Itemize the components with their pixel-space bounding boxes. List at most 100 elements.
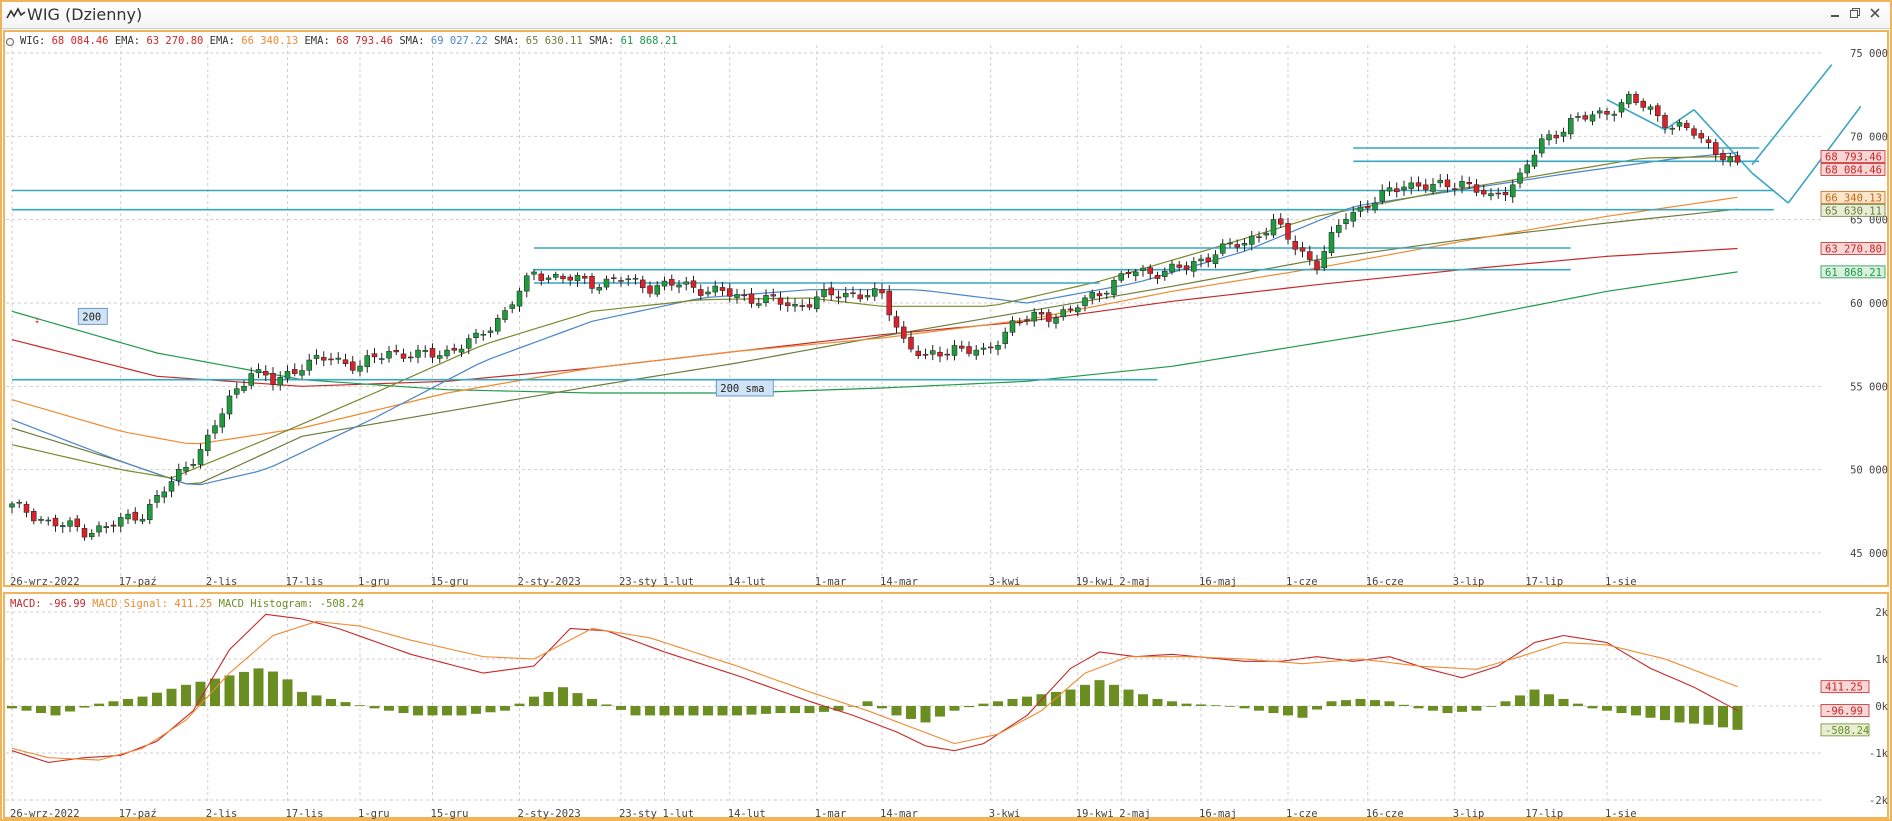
candle [1452, 182, 1458, 196]
candle [712, 280, 718, 297]
candle-body [1133, 271, 1139, 277]
candle [292, 363, 298, 377]
histogram-bar [1384, 701, 1395, 706]
candle-body [1473, 184, 1480, 193]
macd-tag-text: -508.24 [1825, 725, 1869, 737]
candle-body [458, 348, 465, 353]
candle-body [632, 278, 639, 280]
restore-button[interactable] [1848, 7, 1862, 21]
macd-tag-box [1820, 704, 1870, 717]
candle-body [1517, 172, 1523, 184]
y-tick-label: -2k [1869, 795, 1889, 807]
candle [582, 273, 588, 285]
candle-body [1227, 242, 1233, 245]
candle [611, 274, 617, 283]
candle [763, 289, 769, 307]
candle-body [1328, 232, 1335, 254]
candle [850, 286, 856, 298]
candle [1734, 151, 1741, 166]
x-tick-label: 3-kwi [989, 576, 1021, 588]
trendline [1693, 109, 1753, 174]
panel-border [3, 592, 1889, 819]
candle-body [1314, 260, 1320, 271]
candle [393, 344, 399, 355]
x-tick-label: 17-lis [286, 576, 324, 588]
candle [67, 517, 73, 533]
candle-body [1575, 116, 1581, 118]
price-tag: 61 868.21 [1820, 265, 1886, 279]
candle-body [901, 326, 907, 339]
candle-body [524, 275, 530, 292]
candle [538, 271, 544, 286]
histogram-bar [1718, 706, 1728, 728]
candle-body [1191, 261, 1197, 272]
candle-body [400, 353, 407, 359]
candle-body [1067, 308, 1074, 311]
candle-body [973, 349, 979, 356]
x-tick-label: 19-kwi [1076, 576, 1114, 588]
candle-body [828, 287, 834, 296]
candle [1336, 219, 1342, 238]
candle-body [676, 284, 682, 288]
candle-body [321, 357, 327, 361]
x-tick-label: 2-lis [206, 576, 238, 588]
down-arrow-icon: ⇣ [34, 314, 40, 326]
close-button[interactable] [1868, 7, 1882, 21]
candle [1067, 305, 1074, 313]
histogram-bar [1268, 706, 1279, 714]
candle [386, 345, 392, 363]
histogram-bar [1573, 703, 1583, 706]
price-legend: WIG: 68 084.46 EMA: 63 270.80 EMA: 66 34… [20, 35, 677, 47]
candle-body [132, 511, 138, 521]
candle-body [1633, 93, 1639, 103]
candle-body [1626, 93, 1632, 105]
candle [444, 345, 450, 360]
candle [1626, 91, 1632, 109]
candle [1568, 114, 1574, 140]
legend-value: 65 630.11 [526, 35, 589, 47]
candle-body [625, 278, 631, 281]
minimize-button[interactable] [1828, 7, 1842, 21]
candle-body [1684, 122, 1690, 129]
candle-body [1038, 312, 1045, 315]
candle [516, 287, 523, 312]
candle-body [386, 351, 392, 359]
candle [908, 331, 914, 353]
histogram-bar [1283, 706, 1293, 716]
candle-body [1125, 271, 1132, 275]
price-tag-box [1820, 203, 1886, 217]
candle-body [1524, 164, 1530, 174]
candle [1662, 112, 1668, 134]
price-chart[interactable]: 45 000 50 000 55 000 60 000 65 000 70 000 75 0… [2, 29, 1890, 589]
x-tick-label: 1-gru [358, 808, 390, 820]
candle [799, 299, 805, 312]
candle-body [241, 386, 247, 391]
macd-chart[interactable]: -2k -1k 0k 1k 2k 26-wrz-2022 17-paź 2-lis 17-li… [2, 592, 1890, 820]
candle-body [951, 345, 958, 356]
candle-body [531, 271, 537, 275]
candle-body [1430, 183, 1436, 192]
x-tick-label: 1-mar [815, 576, 847, 588]
candle [1401, 180, 1407, 197]
candle-body [1249, 235, 1255, 245]
histogram-bar [1094, 680, 1105, 706]
minimize-icon [1831, 15, 1839, 17]
macd-histogram [7, 668, 1743, 730]
candle [640, 275, 646, 294]
candle-body [1415, 182, 1422, 187]
settings-icon[interactable] [5, 37, 15, 47]
candle-body [1720, 152, 1726, 161]
histogram-bar [1167, 701, 1177, 706]
candle [1669, 125, 1675, 135]
candle [1009, 316, 1016, 336]
candle [1589, 111, 1596, 126]
candle-body [1220, 243, 1226, 254]
candle-body [1176, 264, 1182, 268]
candle [45, 516, 51, 526]
candle-body [1104, 292, 1110, 295]
candle [284, 365, 291, 383]
y-tick-label: 0k [1875, 701, 1888, 713]
macd-tag-text: -96.99 [1825, 706, 1863, 718]
candle-body [1394, 188, 1400, 193]
x-tick-label: 2-sty-2023 [518, 808, 581, 820]
